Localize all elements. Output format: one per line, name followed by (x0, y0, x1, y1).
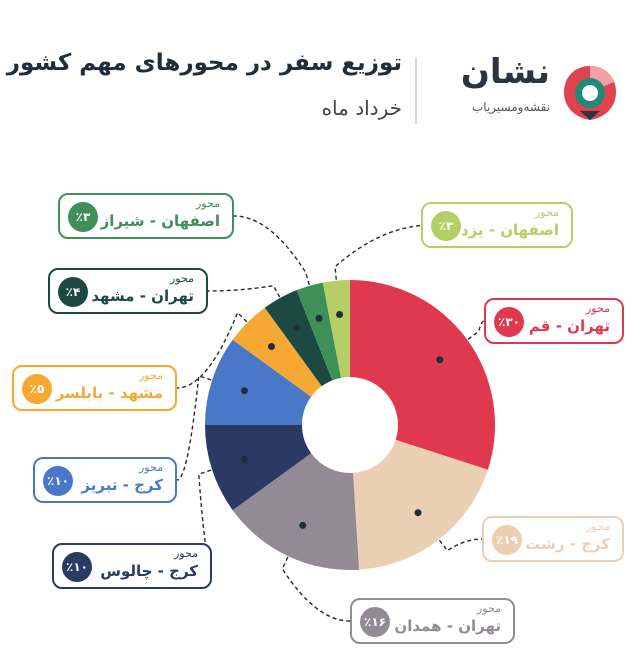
leader-line (439, 320, 485, 361)
slice-label: تهران - قم (528, 317, 610, 335)
leader-lines (176, 215, 485, 622)
leader-dot (240, 387, 248, 395)
slice-label: تهران - مشهد (91, 287, 194, 305)
callout-caption: محور (535, 206, 559, 219)
callout-caption: محور (170, 272, 194, 285)
slice-value-label: ٪۱۰ (43, 466, 73, 496)
slice-callout: ٪۳ محور اصفهان - یزد (421, 202, 573, 248)
slice-callout: ٪۳ محور اصفهان - شیراز (58, 193, 234, 239)
donut-slice (232, 307, 322, 397)
slice-value-label: ٪۳ (68, 202, 98, 232)
callout-caption: محور (586, 520, 610, 533)
leader-line (281, 525, 351, 622)
slice-callout: ٪۴ محور تهران - مشهد (48, 268, 208, 314)
leader-dot (336, 310, 344, 318)
slice-value-label: ٪۱۹ (492, 525, 522, 555)
slice-value-label: ٪۳ (431, 211, 461, 241)
donut-slice (205, 425, 312, 511)
header-divider (415, 58, 417, 124)
leader-dot (414, 509, 422, 517)
slice-callout: ٪۱۹ محور کرج - رشت (482, 516, 624, 562)
brand-tagline: نقشه‌ومسیریاب (471, 100, 550, 114)
callout-caption: محور (174, 547, 198, 560)
leader-line (198, 458, 245, 567)
chart-title: توزیع سفر در محورهای مهم کشور (6, 50, 402, 76)
donut-slice (232, 453, 360, 570)
slice-label: اصفهان - شیراز (100, 212, 220, 230)
slice-value-label: ٪۳۰ (494, 307, 524, 337)
callout-caption: محور (139, 461, 163, 474)
slice-value-label: ٪۱۶ (360, 607, 390, 637)
slice-callout: ٪۱۶ محور تهران - همدان (350, 598, 515, 644)
callout-caption: محور (196, 197, 220, 210)
slice-label: تهران - همدان (394, 617, 501, 635)
slice-label: کرج - تبریز (81, 476, 163, 494)
leader-dot (299, 521, 307, 529)
leader-dot (436, 356, 444, 364)
donut-slice (353, 439, 488, 570)
callout-caption: محور (477, 602, 501, 615)
leader-line (417, 512, 483, 552)
leader-line (176, 311, 273, 389)
slice-label: کرج - چالوس (100, 562, 198, 580)
slice-callout: ٪۵ محور مشهد - بابلسر (12, 365, 177, 411)
leader-dots (240, 310, 444, 529)
slice-value-label: ٪۵ (22, 374, 52, 404)
callout-caption: محور (586, 302, 610, 315)
leader-dot (315, 314, 323, 322)
donut-slice (296, 282, 342, 381)
slice-label: اصفهان - یزد (460, 221, 559, 239)
leader-dot (293, 324, 301, 332)
leader-line (176, 374, 245, 481)
slice-value-label: ٪۴ (58, 277, 88, 307)
slice-callout: ٪۳۰ محور تهران - قم (484, 298, 624, 344)
leader-line (233, 215, 320, 319)
leader-line (334, 224, 432, 315)
leader-line (207, 284, 298, 329)
donut-slice (205, 339, 312, 425)
slice-value-label: ٪۱۰ (62, 552, 92, 582)
donut-slice (264, 290, 333, 387)
slice-label: کرج - رشت (525, 535, 610, 553)
donut-slice (350, 280, 495, 470)
donut-slice (322, 280, 350, 378)
callout-caption: محور (139, 369, 163, 382)
header: توزیع سفر در محورهای مهم کشور خرداد ماه … (0, 0, 640, 150)
map-pin-logo-icon (564, 66, 616, 120)
slice-callout: ٪۱۰ محور کرج - تبریز (33, 457, 177, 503)
chart-subtitle: خرداد ماه (321, 96, 402, 120)
brand-name: نشان (460, 52, 550, 92)
donut-slices (205, 280, 495, 570)
slice-callout: ٪۱۰ محور کرج - چالوس (52, 543, 212, 589)
leader-dot (268, 343, 276, 351)
leader-dot (240, 455, 248, 463)
slice-label: مشهد - بابلسر (55, 384, 163, 402)
